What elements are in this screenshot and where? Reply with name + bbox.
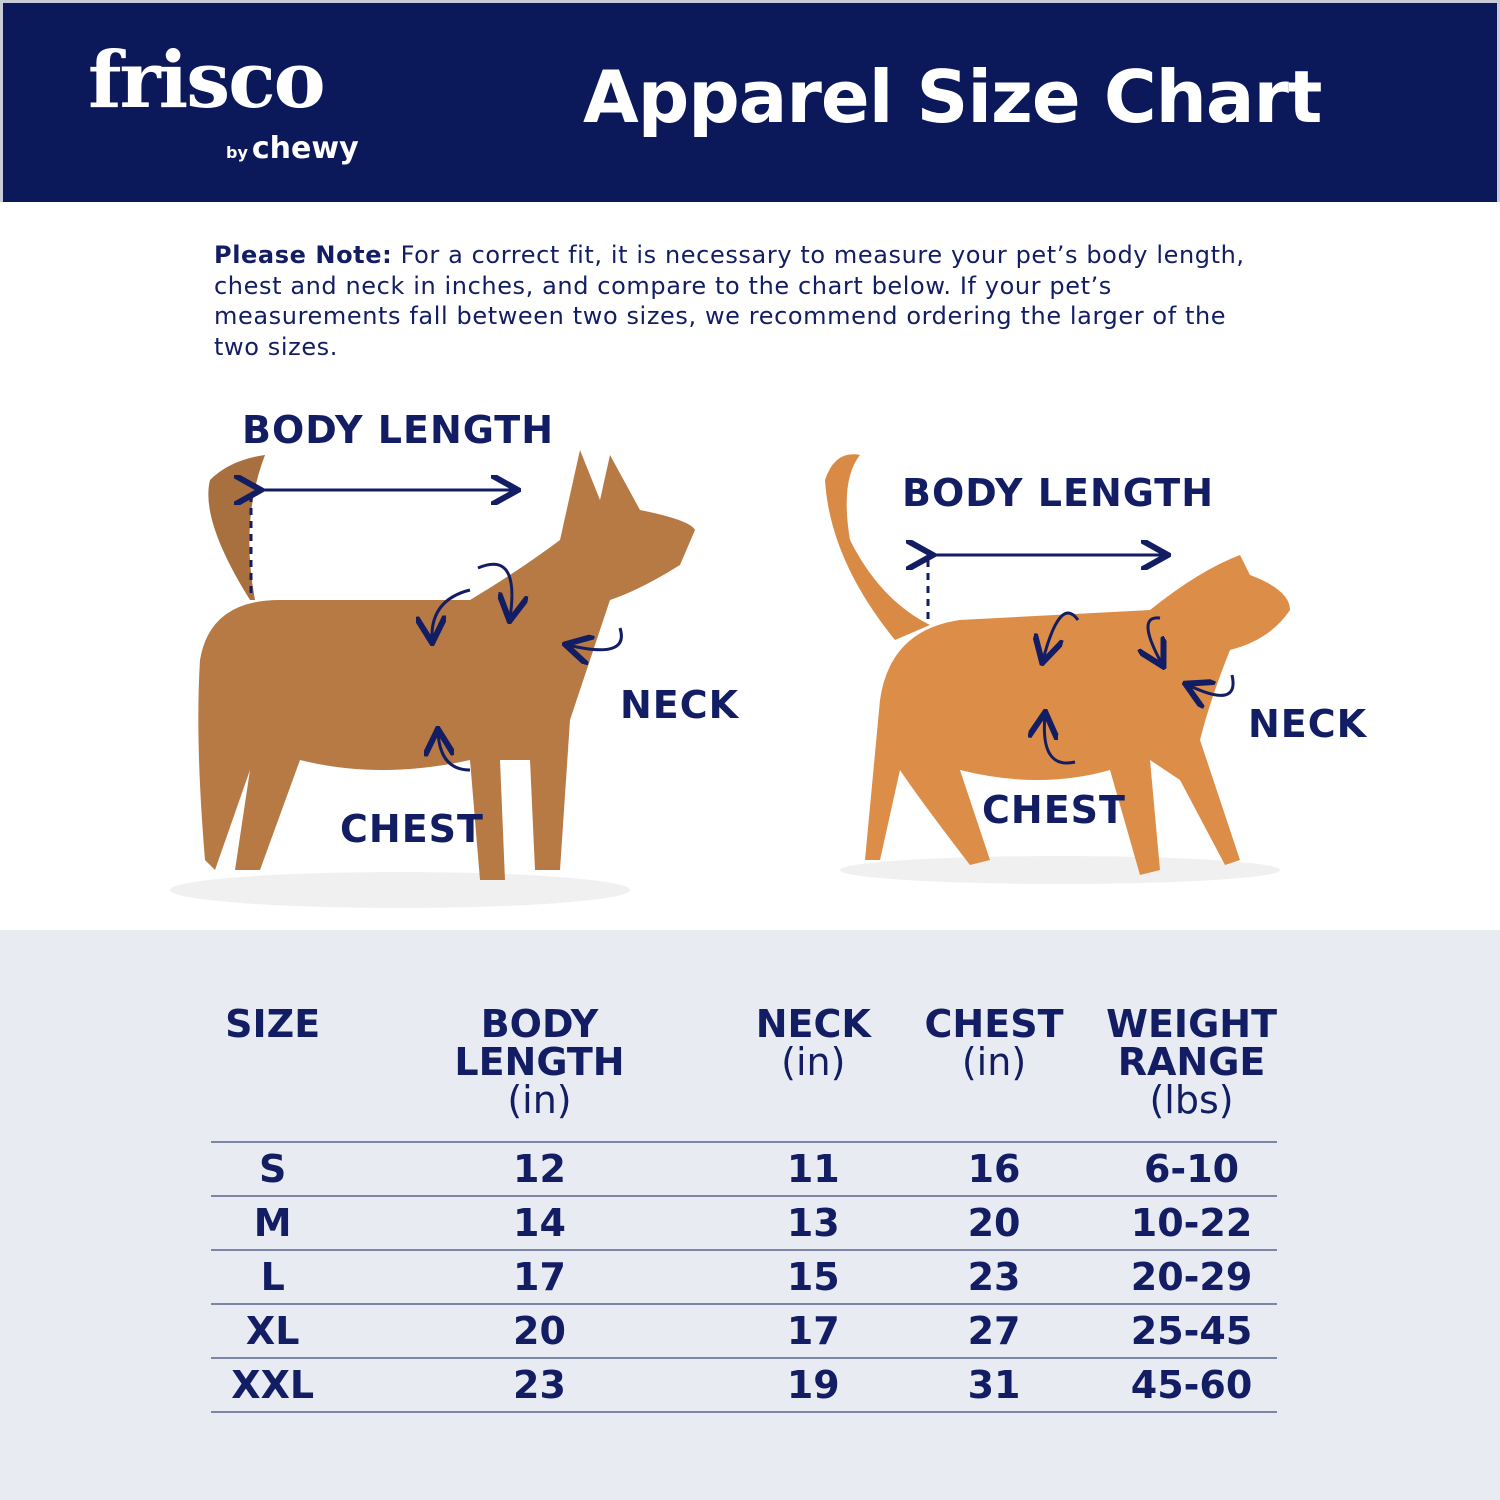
header-weight-range: WEIGHT RANGE (lbs) bbox=[1106, 1002, 1277, 1122]
cell-weight-range: 20-29 bbox=[1106, 1249, 1277, 1304]
header-chest: CHEST (in) bbox=[924, 1002, 1064, 1084]
size-table-section: SIZE BODY LENGTH (in) NECK (in) CHEST (in) … bbox=[0, 930, 1500, 1500]
table-row: XL 20 17 27 25-45 bbox=[211, 1303, 1277, 1358]
header-size: SIZE bbox=[225, 1002, 321, 1046]
cell-chest: 27 bbox=[881, 1303, 1107, 1358]
cell-size: XL bbox=[211, 1303, 335, 1358]
header-banner: frisco by chewy Apparel Size Chart bbox=[0, 0, 1500, 202]
cell-neck: 11 bbox=[744, 1141, 882, 1196]
table-row: XXL 23 19 31 45-60 bbox=[211, 1357, 1277, 1413]
cell-body-length: 20 bbox=[334, 1303, 745, 1358]
cat-body-length-label: BODY LENGTH bbox=[902, 471, 1215, 515]
cell-chest: 20 bbox=[881, 1195, 1107, 1250]
dog-neck-label: NECK bbox=[620, 683, 740, 727]
cell-size: L bbox=[211, 1249, 335, 1304]
cell-body-length: 12 bbox=[334, 1141, 745, 1196]
dog-body-length-label: BODY LENGTH bbox=[242, 408, 555, 452]
cell-weight-range: 25-45 bbox=[1106, 1303, 1277, 1358]
header-neck: NECK (in) bbox=[755, 1002, 871, 1084]
measurement-illustration bbox=[170, 450, 1290, 908]
frisco-logo: frisco by chewy bbox=[88, 35, 359, 167]
cell-body-length: 23 bbox=[334, 1357, 745, 1413]
cell-neck: 17 bbox=[744, 1303, 882, 1358]
dog-measurement-arrows bbox=[251, 490, 623, 772]
cell-size: S bbox=[211, 1141, 335, 1196]
note-label: Please Note: bbox=[214, 241, 393, 269]
cat-measurement-arrows bbox=[928, 555, 1235, 765]
cell-neck: 15 bbox=[744, 1249, 882, 1304]
cell-neck: 13 bbox=[744, 1195, 882, 1250]
cell-weight-range: 10-22 bbox=[1106, 1195, 1277, 1250]
cell-weight-range: 45-60 bbox=[1106, 1357, 1277, 1413]
cell-weight-range: 6-10 bbox=[1106, 1141, 1277, 1196]
cell-chest: 31 bbox=[881, 1357, 1107, 1413]
table-row: M 14 13 20 10-22 bbox=[211, 1195, 1277, 1250]
page-title: Apparel Size Chart bbox=[583, 55, 1322, 139]
table-row: S 12 11 16 6-10 bbox=[211, 1141, 1277, 1196]
cell-chest: 16 bbox=[881, 1141, 1107, 1196]
size-table: SIZE BODY LENGTH (in) NECK (in) CHEST (in) … bbox=[211, 1005, 1277, 1413]
cat-neck-label: NECK bbox=[1248, 702, 1368, 746]
cat-image bbox=[825, 454, 1290, 884]
cat-chest-label: CHEST bbox=[982, 788, 1126, 832]
cell-chest: 23 bbox=[881, 1249, 1107, 1304]
cell-body-length: 14 bbox=[334, 1195, 745, 1250]
cell-neck: 19 bbox=[744, 1357, 882, 1413]
note-text: For a correct fit, it is necessary to me… bbox=[214, 241, 1245, 361]
dog-chest-label: CHEST bbox=[340, 807, 484, 851]
table-header-row: SIZE BODY LENGTH (in) NECK (in) CHEST (in) … bbox=[211, 1005, 1277, 1142]
cell-size: M bbox=[211, 1195, 335, 1250]
cell-body-length: 17 bbox=[334, 1249, 745, 1304]
cell-size: XXL bbox=[211, 1357, 335, 1413]
table-row: L 17 15 23 20-29 bbox=[211, 1249, 1277, 1304]
please-note: Please Note: For a correct fit, it is ne… bbox=[214, 240, 1254, 362]
header-body-length: BODY LENGTH (in) bbox=[454, 1002, 625, 1122]
